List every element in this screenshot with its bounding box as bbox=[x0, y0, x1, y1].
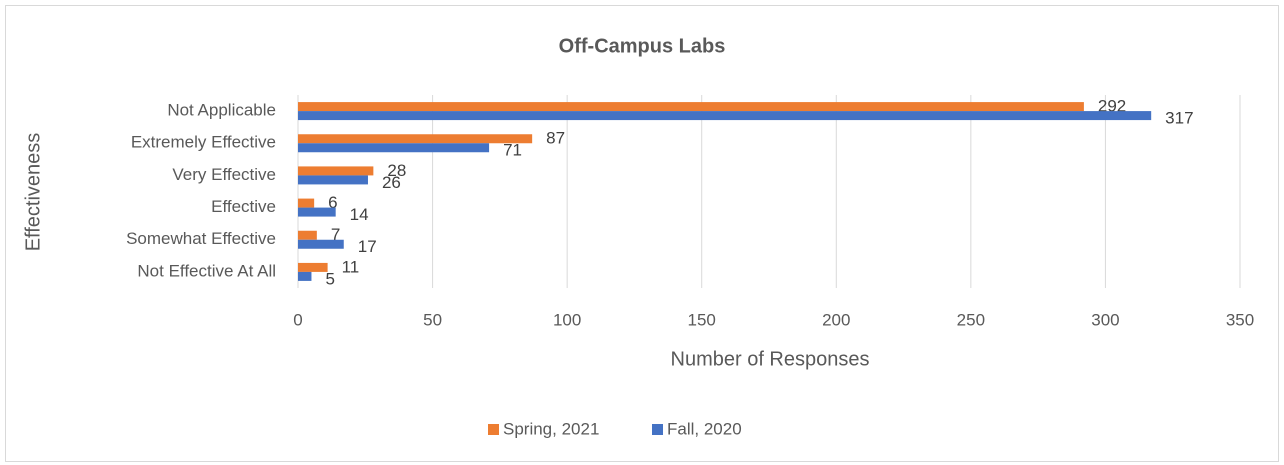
data-label: 28 bbox=[387, 161, 406, 180]
data-label: 292 bbox=[1098, 97, 1126, 116]
bar bbox=[298, 230, 317, 240]
x-tick-label: 200 bbox=[822, 310, 850, 329]
x-tick-label: 100 bbox=[553, 310, 581, 329]
data-label: 11 bbox=[342, 257, 360, 276]
y-tick-label: Extremely Effective bbox=[131, 133, 276, 152]
legend-swatch bbox=[488, 424, 499, 435]
x-axis-title: Number of Responses bbox=[671, 348, 870, 370]
data-label: 7 bbox=[331, 225, 340, 244]
bar bbox=[298, 262, 328, 272]
data-label: 71 bbox=[503, 141, 522, 160]
data-label: 317 bbox=[1165, 109, 1193, 128]
legend-label: Spring, 2021 bbox=[503, 419, 599, 438]
y-tick-label: Not Applicable bbox=[167, 101, 276, 120]
data-label: 87 bbox=[546, 129, 565, 148]
bar bbox=[298, 207, 336, 217]
y-tick-label: Not Effective At All bbox=[137, 261, 276, 280]
bar bbox=[298, 166, 374, 176]
bar bbox=[298, 198, 315, 208]
bar bbox=[298, 143, 490, 153]
y-axis-title: Effectiveness bbox=[22, 133, 44, 252]
bar bbox=[298, 102, 1084, 112]
data-label: 6 bbox=[328, 193, 337, 212]
y-tick-label: Very Effective bbox=[172, 165, 276, 184]
chart-title: Off-Campus Labs bbox=[559, 35, 726, 57]
x-tick-label: 150 bbox=[688, 310, 716, 329]
y-tick-label: Somewhat Effective bbox=[126, 229, 276, 248]
x-tick-label: 300 bbox=[1091, 310, 1119, 329]
x-tick-label: 250 bbox=[957, 310, 985, 329]
chart-frame bbox=[5, 5, 1279, 462]
data-label: 5 bbox=[325, 269, 334, 288]
bar bbox=[298, 175, 368, 185]
bar bbox=[298, 271, 312, 281]
x-tick-label: 350 bbox=[1226, 310, 1254, 329]
x-tick-label: 50 bbox=[423, 310, 442, 329]
x-tick-label: 0 bbox=[293, 310, 302, 329]
legend-label: Fall, 2020 bbox=[667, 419, 742, 438]
data-label: 17 bbox=[358, 237, 377, 256]
data-label: 26 bbox=[382, 173, 401, 192]
bar bbox=[298, 111, 1152, 121]
bar bbox=[298, 134, 533, 144]
data-label: 14 bbox=[350, 205, 369, 224]
y-tick-label: Effective bbox=[211, 197, 276, 216]
legend-swatch bbox=[652, 424, 663, 435]
bar bbox=[298, 239, 344, 249]
